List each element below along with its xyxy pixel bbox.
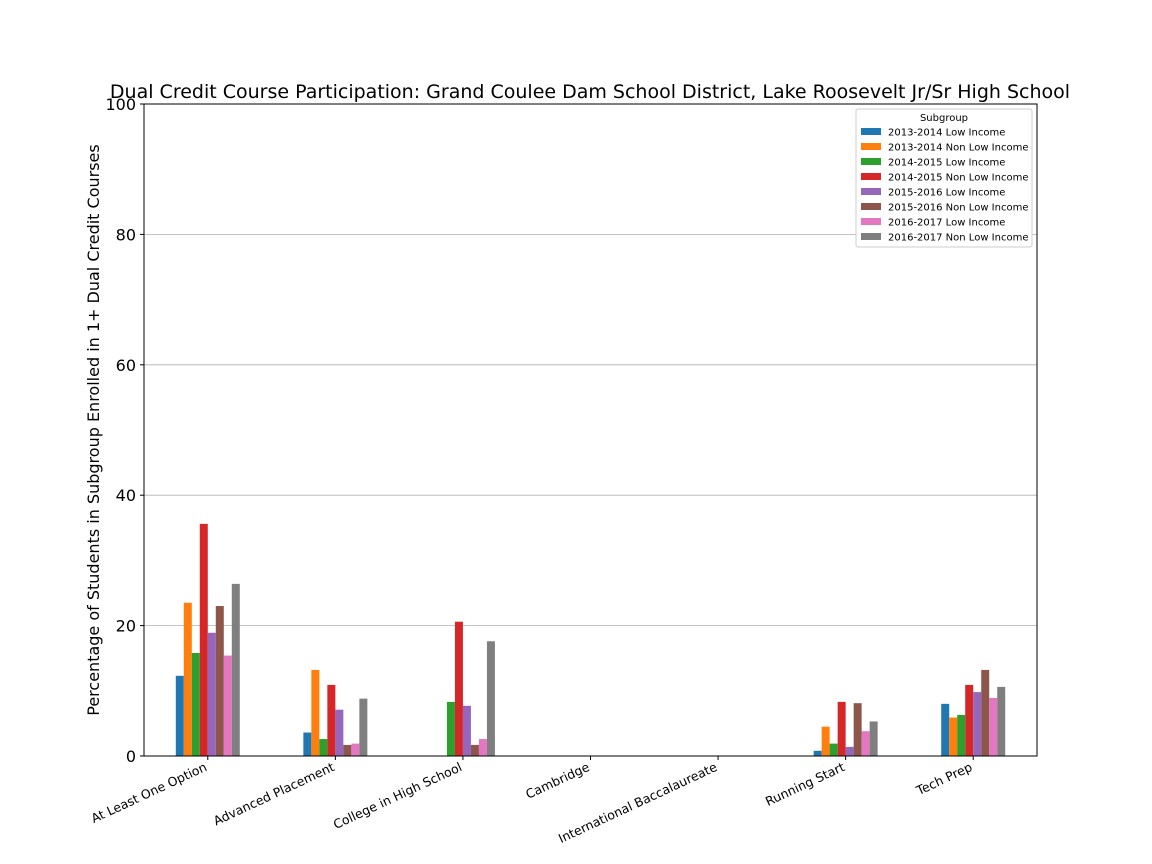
bar <box>973 692 982 756</box>
bar <box>845 746 854 756</box>
bar <box>949 717 958 756</box>
bar <box>989 697 998 756</box>
bar <box>869 721 878 756</box>
chart-title: Dual Credit Course Participation: Grand … <box>110 81 1070 103</box>
legend-swatch <box>861 128 881 135</box>
y-axis-label: Percentage of Students in Subgroup Enrol… <box>84 144 103 715</box>
legend-title: Subgroup <box>920 113 968 124</box>
bar <box>207 632 216 756</box>
legend-label: 2013-2014 Non Low Income <box>888 143 1028 154</box>
bar <box>853 703 862 756</box>
x-axis-ticks: At Least One Option Advanced PlacementCol… <box>89 756 975 846</box>
legend-box <box>855 108 1033 248</box>
legend: Subgroup 2013-2014 Low Income 2013-2014 N… <box>855 108 1033 248</box>
bar <box>829 743 838 756</box>
legend-label: 2016-2017 Low Income <box>888 218 1005 229</box>
y-axis-ticks: 0 20 40 60 80 100 <box>105 95 144 766</box>
bar <box>957 714 966 756</box>
y-tick-label: 20 <box>116 617 136 636</box>
gridlines <box>144 233 1037 626</box>
legend-label: 2016-2017 Non Low Income <box>888 233 1028 244</box>
bar <box>215 606 224 756</box>
bar <box>462 705 471 756</box>
y-tick-label: 80 <box>116 225 136 244</box>
y-tick-label: 40 <box>116 486 136 505</box>
legend-label: 2015-2016 Low Income <box>888 188 1005 199</box>
x-tick-label: Advanced Placement <box>211 759 337 828</box>
bar <box>199 523 208 756</box>
bar <box>486 641 495 756</box>
bar <box>191 652 200 756</box>
bar <box>231 583 240 756</box>
bar <box>223 655 232 756</box>
legend-swatch <box>861 143 881 150</box>
bar <box>813 750 822 756</box>
bar <box>183 602 192 756</box>
bar <box>343 744 352 756</box>
x-tick-label: College in High School <box>331 759 464 832</box>
bar <box>981 669 990 756</box>
bar <box>941 703 950 756</box>
legend-swatch <box>861 188 881 195</box>
bar <box>327 684 336 756</box>
bar <box>965 684 974 756</box>
bar <box>311 669 320 756</box>
legend-swatch <box>861 158 881 165</box>
legend-label: 2013-2014 Low Income <box>888 128 1005 139</box>
legend-swatch <box>861 173 881 180</box>
bar <box>478 739 487 756</box>
legend-swatch <box>861 233 881 240</box>
bar <box>335 709 344 756</box>
bar <box>359 698 368 756</box>
bar <box>997 686 1006 756</box>
x-tick-label: At Least One Option <box>89 759 209 826</box>
x-tick-label: Tech Prep <box>913 759 974 798</box>
x-tick-label: Running Start <box>763 759 847 809</box>
bar <box>470 744 479 756</box>
bars <box>175 523 1006 756</box>
legend-swatch <box>861 218 881 225</box>
bar <box>837 701 846 756</box>
y-tick-label: 60 <box>116 356 136 375</box>
y-tick-label: 0 <box>126 747 136 766</box>
legend-label: 2014-2015 Low Income <box>888 158 1005 169</box>
bar <box>319 739 328 756</box>
bar <box>446 701 455 756</box>
bar <box>454 621 463 756</box>
bar <box>351 743 360 756</box>
legend-swatch <box>861 203 881 210</box>
bar <box>821 726 830 756</box>
legend-label: 2015-2016 Non Low Income <box>888 203 1028 214</box>
bar <box>303 732 312 756</box>
y-tick-label: 100 <box>105 95 136 114</box>
legend-label: 2014-2015 Non Low Income <box>888 173 1028 184</box>
bar <box>175 675 184 756</box>
legend-items: 2013-2014 Low Income 2013-2014 Non Low In… <box>861 128 1028 244</box>
x-tick-label: Cambridge <box>523 759 592 802</box>
bar <box>861 731 870 756</box>
